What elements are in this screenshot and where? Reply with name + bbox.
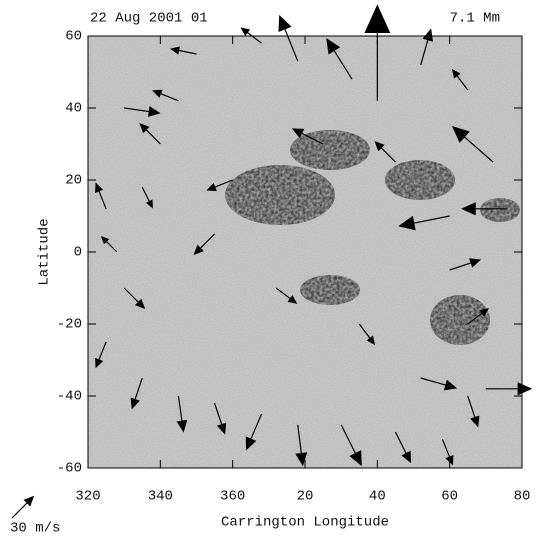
- velocity-arrow: [95, 341, 107, 369]
- velocity-arrow: [467, 308, 489, 325]
- velocity-arrow: [130, 377, 143, 410]
- velocity-arrow: [451, 126, 494, 163]
- velocity-arrow: [214, 403, 227, 435]
- x-axis-label: Carrington Longitude: [221, 515, 389, 531]
- noise: [88, 36, 522, 468]
- y-tick-label: 60: [65, 29, 82, 45]
- velocity-arrow: [139, 122, 161, 145]
- velocity-arrow: [449, 258, 482, 271]
- x-tick-label: 40: [369, 489, 386, 505]
- scale-label: 30 m/s: [10, 521, 60, 537]
- velocity-arrow: [441, 438, 454, 466]
- velocity-arrow: [451, 68, 469, 91]
- y-tick-label: -60: [57, 461, 82, 477]
- x-tick-label: 60: [441, 489, 458, 505]
- velocity-arrow: [206, 179, 233, 191]
- velocity-arrow: [374, 140, 396, 163]
- velocity-arrow: [141, 186, 153, 209]
- y-tick-label: -20: [57, 317, 82, 333]
- y-tick-label: 40: [65, 101, 82, 117]
- velocity-arrow: [123, 287, 146, 310]
- y-tick-label: 0: [74, 245, 82, 261]
- chart-title: 22 Aug 2001 01: [90, 11, 208, 27]
- x-tick-label: 20: [297, 489, 314, 505]
- velocity-arrow: [340, 424, 362, 467]
- velocity-arrow: [291, 128, 324, 145]
- x-tick-label: 340: [148, 489, 173, 505]
- velocity-arrow: [176, 395, 188, 433]
- velocity-arrow: [95, 182, 107, 210]
- y-tick-label: -40: [57, 389, 82, 405]
- velocity-arrow: [193, 233, 216, 256]
- velocity-arrow: [485, 382, 533, 396]
- velocity-arrow: [278, 14, 299, 62]
- velocity-arrow: [275, 287, 298, 304]
- scale-arrow: [11, 495, 35, 519]
- dark-regions: [225, 130, 520, 345]
- velocity-arrow: [100, 235, 118, 253]
- velocity-arrow: [467, 395, 480, 428]
- x-tick-label: 80: [514, 489, 531, 505]
- velocity-arrow: [398, 215, 450, 231]
- velocity-arrow: [240, 27, 262, 44]
- velocity-arrow: [358, 323, 376, 346]
- velocity-arrow: [170, 46, 197, 55]
- x-tick-label: 360: [220, 489, 245, 505]
- velocity-arrow: [245, 413, 263, 451]
- velocity-arrow: [295, 424, 308, 467]
- velocity-arrow: [364, 4, 391, 101]
- x-tick-label: 320: [75, 489, 100, 505]
- velocity-arrow: [152, 89, 179, 102]
- velocity-arrow: [461, 202, 508, 216]
- velocity-arrow: [124, 106, 161, 117]
- velocity-arrow: [420, 377, 458, 391]
- y-axis-label: Latitude: [37, 218, 53, 285]
- y-tick-label: 20: [65, 173, 82, 189]
- velocity-arrow: [420, 28, 434, 65]
- chart-subtitle: 7.1 Mm: [450, 11, 500, 27]
- velocity-arrow: [394, 431, 412, 464]
- velocity-arrow: [326, 37, 353, 80]
